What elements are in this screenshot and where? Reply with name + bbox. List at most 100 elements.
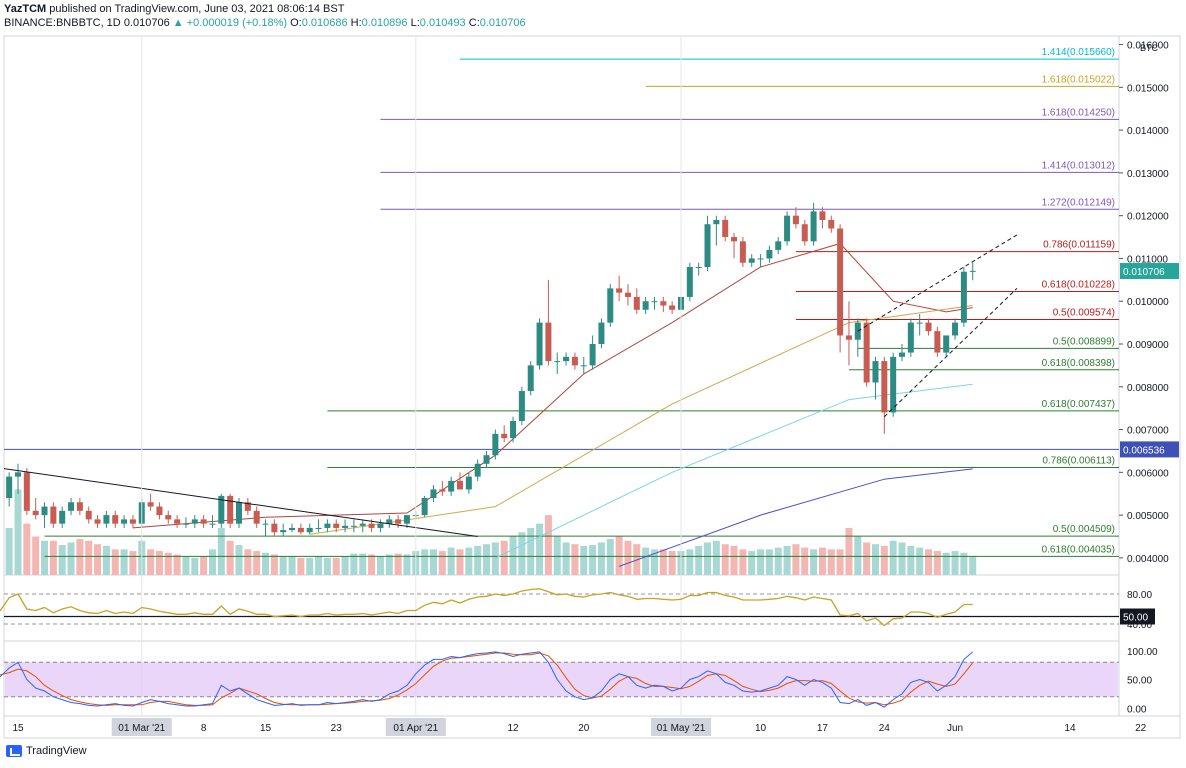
volume-bar: [147, 549, 155, 575]
volume-bar: [164, 552, 172, 575]
volume-bar: [491, 542, 499, 575]
volume-bar: [200, 556, 208, 575]
fib-level-label: 1.414(0.015660): [1042, 47, 1115, 58]
candle-body: [129, 519, 136, 524]
high-label: H:: [350, 17, 362, 29]
volume-bar: [253, 551, 261, 575]
volume-bar: [14, 489, 22, 575]
volume-bar: [916, 547, 924, 575]
candle-body: [863, 322, 870, 383]
price-chart[interactable]: 0.004000 0.005000 0.006000 0.007000 0.008000…: [0, 0, 1186, 745]
volume-bar: [818, 547, 826, 575]
volume-bar: [226, 540, 234, 575]
stoch-k-line: [0, 651, 974, 708]
publish-text: published on TradingView.com, June 03, 2…: [49, 3, 345, 15]
time-tick-highlight: [111, 718, 172, 736]
open-value: 0.010686: [301, 17, 348, 29]
volume-bar: [483, 544, 491, 575]
moving-average-line: [618, 468, 973, 567]
fib-level-label: 0.618(0.007437): [1042, 399, 1115, 410]
candle-body: [660, 301, 667, 306]
candle-body: [854, 322, 861, 340]
volume-bar: [120, 549, 128, 575]
candle-body: [810, 211, 817, 242]
candle-body: [324, 523, 331, 528]
stoch-tick-label: 0.00: [1127, 704, 1147, 715]
candle-body: [191, 519, 198, 524]
channel-trendline: [883, 288, 1018, 418]
rsi-marker-label: 50.00: [1123, 613, 1148, 624]
volume-bar: [262, 552, 270, 575]
volume-bar: [332, 557, 340, 575]
candle-body: [713, 219, 720, 225]
volume-bar: [403, 554, 411, 575]
candle-body: [881, 361, 888, 413]
candle-body: [403, 515, 410, 524]
candle-body: [890, 356, 897, 413]
volume-bar: [32, 536, 40, 575]
volume-bar: [553, 536, 561, 575]
candle-body: [156, 506, 163, 516]
publisher-name[interactable]: YazTCM: [4, 3, 47, 15]
candle-body: [23, 472, 30, 511]
time-tick-label: Jun: [947, 723, 963, 734]
time-tick-label: 12: [507, 723, 519, 734]
volume-bar: [500, 540, 508, 575]
fib-level-label: 0.786(0.011159): [1043, 240, 1115, 251]
volume-bar: [889, 540, 897, 575]
tradingview-logo-icon: [6, 745, 22, 757]
rsi-tick-label: 80.00: [1127, 590, 1152, 601]
fib-level-label: 0.618(0.004035): [1042, 544, 1115, 555]
candle-body: [819, 211, 826, 220]
volume-bar: [686, 549, 694, 575]
volume-bar: [765, 549, 773, 575]
stoch-d-line: [0, 652, 974, 706]
support-price-badge: [1120, 441, 1179, 458]
time-tick-label: 17: [817, 723, 829, 734]
time-tick-label: 15: [12, 723, 24, 734]
candle-body: [536, 322, 543, 366]
volume-bar: [23, 523, 31, 575]
candle-body: [342, 525, 349, 528]
volume-bar: [208, 549, 216, 575]
candle-body: [218, 495, 225, 524]
moving-average-line: [309, 305, 973, 535]
volume-bar: [288, 556, 296, 575]
volume-bar: [421, 549, 429, 575]
volume-bar: [385, 554, 393, 575]
volume-bar: [58, 545, 66, 575]
volume-bar: [102, 545, 110, 575]
volume-bar: [85, 540, 93, 575]
candle-body: [669, 305, 676, 310]
currency-label: BTC: [1140, 43, 1159, 53]
volume-bar: [235, 545, 243, 575]
candle-body: [527, 365, 534, 392]
candle-body: [271, 523, 278, 533]
candle-body: [943, 335, 950, 353]
symbol-label[interactable]: BINANCE:BNBBTC, 1D: [4, 17, 121, 29]
time-axis: [3, 715, 1181, 739]
candle-body: [236, 502, 242, 524]
candle-body: [952, 322, 959, 336]
volume-bar: [642, 547, 650, 575]
volume-bar: [429, 549, 437, 575]
open-label: O:: [290, 17, 302, 29]
volume-bar: [0, 545, 4, 575]
last-price-label: 0.010706: [1123, 267, 1165, 278]
volume-bar: [827, 549, 835, 575]
fib-level-label: 1.272(0.012149): [1042, 197, 1115, 208]
candle-body: [41, 506, 48, 516]
volume-bar: [969, 556, 977, 575]
candle-body: [289, 527, 296, 531]
candle-body: [722, 219, 729, 238]
candle-body: [103, 515, 110, 524]
candle-body: [801, 224, 808, 242]
candle-body: [368, 523, 375, 528]
volume-bar: [279, 556, 287, 575]
volume-bar: [624, 540, 632, 575]
candle-body: [280, 530, 287, 533]
candle-body: [518, 391, 525, 421]
candle-body: [395, 519, 402, 524]
channel-trendline: [857, 234, 1018, 332]
volume-bar: [845, 527, 853, 575]
